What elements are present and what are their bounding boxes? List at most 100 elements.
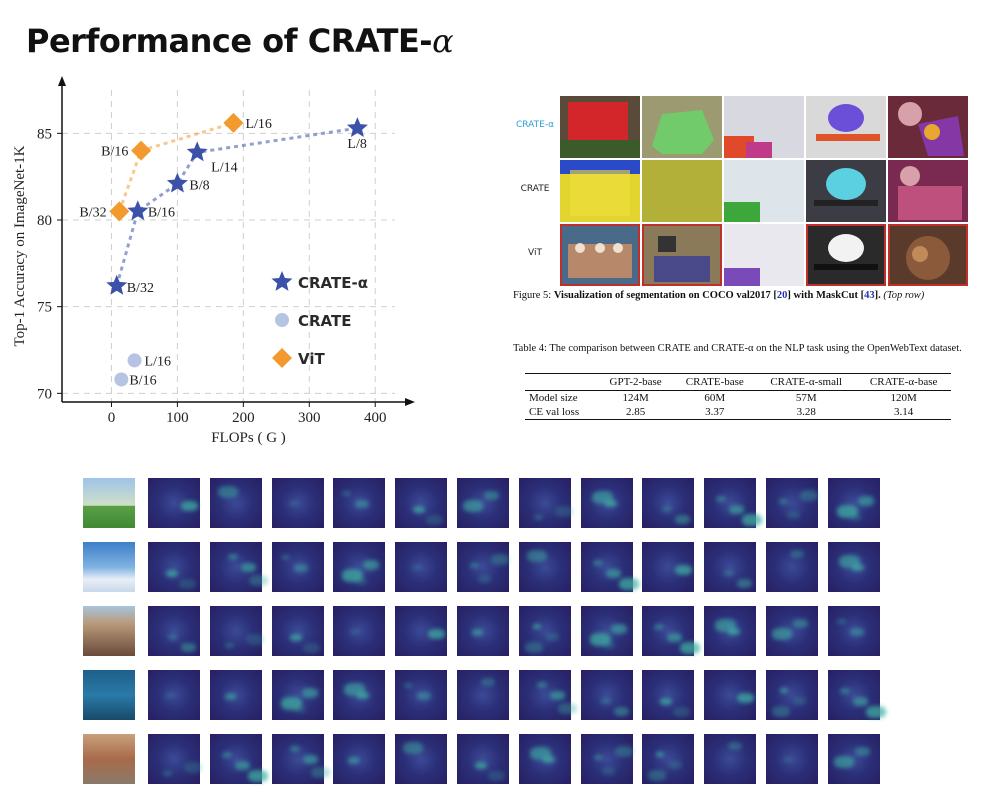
attention-highlight bbox=[302, 755, 318, 764]
attention-highlight bbox=[181, 643, 196, 652]
attention-map bbox=[395, 606, 448, 656]
table-header: CRATE-α-small bbox=[756, 373, 857, 391]
data-point-label: B/8 bbox=[189, 179, 209, 194]
attention-highlight bbox=[533, 515, 543, 521]
attention-highlight bbox=[600, 698, 611, 704]
attention-highlight bbox=[729, 505, 745, 514]
attention-highlight bbox=[849, 628, 864, 637]
attention-highlight bbox=[614, 746, 633, 757]
attention-highlight bbox=[601, 767, 615, 775]
table-header: CRATE-base bbox=[673, 373, 757, 391]
attention-highlight bbox=[680, 642, 701, 654]
attention-highlight bbox=[836, 505, 858, 518]
table-header bbox=[525, 373, 598, 391]
seg-image-food bbox=[888, 224, 968, 286]
data-point-label: L/8 bbox=[347, 137, 366, 152]
y-axis-label: Top-1 Accuracy on ImageNet-1K bbox=[12, 145, 28, 346]
input-image-airplane bbox=[83, 542, 135, 592]
attention-map bbox=[148, 670, 200, 720]
data-point-label: L/16 bbox=[245, 117, 271, 132]
attention-highlight bbox=[545, 633, 559, 641]
attention-map bbox=[395, 478, 448, 528]
seg-image-mug bbox=[806, 224, 886, 286]
attention-map bbox=[209, 478, 262, 528]
attention-map bbox=[271, 670, 324, 720]
attention-highlight bbox=[224, 693, 236, 700]
data-point-label: B/32 bbox=[79, 205, 106, 220]
data-point-diamond bbox=[131, 140, 152, 161]
data-point-diamond bbox=[223, 112, 244, 133]
attention-highlight bbox=[654, 624, 665, 630]
legend-label: ViT bbox=[298, 350, 325, 368]
attention-map bbox=[766, 734, 818, 784]
attention-map bbox=[642, 542, 695, 592]
attention-highlight bbox=[662, 506, 673, 512]
attention-map bbox=[209, 670, 262, 720]
x-axis-arrow bbox=[405, 398, 415, 406]
attention-map bbox=[827, 542, 880, 592]
attention-highlight bbox=[800, 490, 818, 501]
table-row: Model size 124M 60M 57M 120M bbox=[525, 391, 951, 406]
data-point-star bbox=[186, 141, 208, 162]
attention-map bbox=[827, 670, 886, 720]
attention-highlight bbox=[428, 629, 446, 640]
seg-image-people bbox=[560, 160, 640, 222]
attention-highlight bbox=[179, 579, 196, 590]
attention-highlight bbox=[413, 506, 426, 514]
data-point-label: B/16 bbox=[129, 373, 156, 388]
seg-image-food bbox=[888, 96, 968, 158]
attention-highlight bbox=[289, 746, 300, 752]
attention-highlight bbox=[463, 500, 483, 512]
attention-map bbox=[827, 606, 880, 656]
attention-map bbox=[209, 606, 264, 656]
attention-highlight bbox=[604, 500, 617, 508]
attention-map bbox=[704, 606, 757, 656]
attention-highlight bbox=[342, 491, 352, 497]
attention-highlight bbox=[833, 756, 854, 768]
attention-highlight bbox=[790, 550, 804, 559]
attention-map bbox=[766, 670, 818, 720]
attention-highlight bbox=[248, 575, 268, 587]
attention-map bbox=[580, 734, 633, 784]
attention-highlight bbox=[728, 742, 743, 751]
data-point-diamond bbox=[109, 201, 130, 222]
attention-highlight bbox=[245, 634, 264, 645]
attention-map bbox=[766, 478, 818, 528]
seg-image-room bbox=[642, 224, 722, 286]
attention-map bbox=[148, 734, 202, 784]
accuracy-vs-flops-chart: 0 100 200 300 400 70 75 80 85 FLOPs ( G ) Top-1 Ac… bbox=[12, 76, 415, 446]
attention-map bbox=[395, 734, 448, 784]
attention-map bbox=[704, 734, 757, 784]
attention-highlight bbox=[742, 514, 763, 526]
x-tick-label: 400 bbox=[364, 410, 387, 426]
y-tick-label: 80 bbox=[37, 213, 52, 229]
attention-highlight bbox=[542, 756, 555, 764]
table-cell: Model size bbox=[529, 392, 578, 404]
attention-map bbox=[766, 542, 818, 592]
attention-highlight bbox=[557, 703, 577, 715]
attention-highlight bbox=[348, 757, 360, 764]
seg-row-label: CRATE bbox=[520, 184, 550, 194]
attention-map bbox=[457, 542, 509, 592]
attention-highlight bbox=[526, 550, 547, 562]
attention-highlight bbox=[357, 692, 370, 700]
attention-highlight bbox=[481, 678, 495, 687]
attention-highlight bbox=[716, 496, 727, 502]
attention-map bbox=[148, 606, 200, 656]
y-axis-arrow bbox=[58, 76, 66, 86]
attention-highlight bbox=[660, 698, 673, 706]
attention-highlight bbox=[221, 752, 232, 758]
attention-highlight bbox=[184, 762, 202, 773]
attention-highlight bbox=[737, 693, 755, 704]
attention-highlight bbox=[675, 565, 693, 576]
attention-highlight bbox=[165, 693, 174, 699]
attention-highlight bbox=[728, 628, 741, 636]
attention-highlight bbox=[293, 564, 308, 573]
attention-highlight bbox=[656, 752, 665, 757]
attention-highlight bbox=[605, 569, 621, 578]
attention-highlight bbox=[240, 563, 256, 572]
attention-highlight bbox=[417, 692, 432, 701]
attention-map bbox=[704, 478, 763, 528]
attention-map bbox=[580, 606, 633, 656]
attention-highlight bbox=[532, 624, 541, 629]
